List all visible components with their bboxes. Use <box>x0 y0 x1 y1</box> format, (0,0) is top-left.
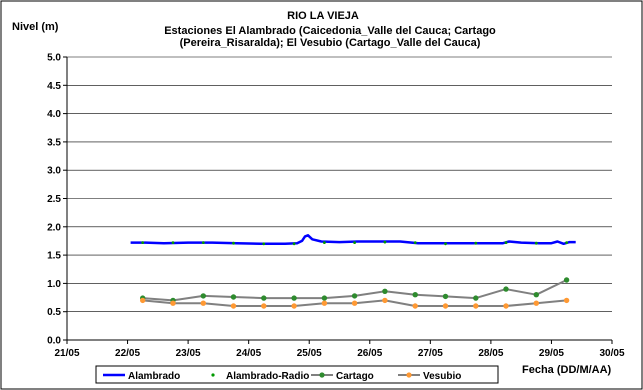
data-point-vesubio <box>291 303 297 309</box>
x-tick-label: 28/05 <box>478 348 503 359</box>
legend-label-alambrado-radio: Alambrado-Radio <box>226 371 309 382</box>
data-point-vesubio <box>170 300 176 306</box>
data-point-cartago <box>442 293 449 300</box>
data-point-alambrado-radio <box>262 242 266 246</box>
y-tick-label: 3.0 <box>47 166 61 177</box>
x-tick-label: 21/05 <box>54 348 79 359</box>
data-point-vesubio <box>321 300 328 306</box>
legend-swatch-vesubio-marker <box>406 372 412 378</box>
data-point-vesubio <box>261 303 267 309</box>
data-point-cartago <box>503 286 509 292</box>
data-point-cartago <box>230 294 237 300</box>
x-tick-label: 23/05 <box>176 348 201 359</box>
legend-swatch-alambrado-radio <box>211 373 215 377</box>
data-point-alambrado-radio <box>353 241 356 245</box>
data-point-alambrado-radio <box>474 241 478 245</box>
data-point-vesubio <box>503 303 509 309</box>
data-point-cartago <box>412 292 418 298</box>
plot-area: 0.0 0.5 1.0 1.5 2.0 2.5 3.0 3.5 4.0 4.5 5.0 21/05 22… <box>47 53 625 360</box>
data-point-vesubio <box>473 303 479 309</box>
x-tick-label: 26/05 <box>357 348 382 359</box>
data-point-alambrado-radio <box>504 241 508 245</box>
data-point-vesubio <box>442 303 449 309</box>
y-tick-label: 4.5 <box>47 81 61 92</box>
x-tick-label: 30/05 <box>599 348 624 359</box>
x-axis-label: Fecha (DD/M/AA) <box>522 364 612 376</box>
data-point-vesubio <box>351 300 358 306</box>
y-tick-label: 1.5 <box>47 251 61 262</box>
data-point-cartago <box>291 295 297 301</box>
data-point-cartago <box>533 292 539 298</box>
chart-title: RIO LA VIEJA <box>287 10 359 22</box>
data-point-vesubio <box>533 300 539 306</box>
legend-label-cartago: Cartago <box>336 371 374 382</box>
x-tick-label: 22/05 <box>115 348 140 359</box>
legend-label-alambrado: Alambrado <box>128 371 180 382</box>
x-tick-label: 29/05 <box>539 348 564 359</box>
x-tick-label: 24/05 <box>236 348 261 359</box>
data-point-alambrado-radio <box>444 242 447 246</box>
data-point-alambrado-radio <box>323 241 326 245</box>
y-tick-label: 4.0 <box>47 109 61 120</box>
legend-label-vesubio: Vesubio <box>423 371 461 382</box>
chart-subtitle-line-1: Estaciones El Alambrado (Caicedonia_Vall… <box>164 25 496 37</box>
data-point-cartago <box>382 288 388 294</box>
data-point-cartago <box>261 295 267 301</box>
data-point-alambrado-radio <box>292 242 296 246</box>
y-tick-label: 5.0 <box>47 53 61 64</box>
data-point-alambrado-radio <box>201 241 205 245</box>
legend-box <box>95 365 499 384</box>
chart-subtitle-line-2: (Pereira_Risaralda); El Vesubio (Cartago… <box>180 37 481 49</box>
data-point-alambrado-radio <box>534 241 538 245</box>
data-point-alambrado-radio <box>171 241 175 245</box>
data-point-vesubio <box>563 297 570 304</box>
data-point-alambrado-radio <box>383 240 387 244</box>
data-point-cartago <box>563 277 570 283</box>
data-point-alambrado-radio <box>413 241 417 245</box>
y-tick-label: 0.0 <box>47 336 61 347</box>
data-point-alambrado-radio <box>141 241 145 245</box>
legend: Alambrado Alambrado-Radio Cartago Vesubi… <box>95 365 499 384</box>
x-tick-label: 25/05 <box>297 348 322 359</box>
y-axis-label: Nivel (m) <box>12 21 59 33</box>
y-tick-label: 1.0 <box>47 279 61 290</box>
data-point-cartago <box>321 295 328 301</box>
data-point-cartago <box>200 293 206 299</box>
data-point-vesubio <box>412 303 418 309</box>
y-tick-label: 0.5 <box>47 307 61 318</box>
y-tick-label: 2.5 <box>47 194 61 205</box>
data-point-cartago <box>473 295 479 301</box>
y-tick-label: 2.0 <box>47 222 61 233</box>
data-point-vesubio <box>200 300 206 306</box>
series-line-alambrado <box>130 234 576 246</box>
data-point-vesubio <box>140 297 146 304</box>
y-tick-label: 3.5 <box>47 137 61 148</box>
data-point-vesubio <box>230 303 237 309</box>
data-point-cartago <box>351 293 358 299</box>
data-point-alambrado-radio <box>565 241 568 245</box>
x-tick-label: 27/05 <box>418 348 443 359</box>
data-point-alambrado-radio <box>232 241 235 245</box>
legend-swatch-cartago-marker <box>319 372 325 378</box>
data-point-vesubio <box>382 297 388 304</box>
